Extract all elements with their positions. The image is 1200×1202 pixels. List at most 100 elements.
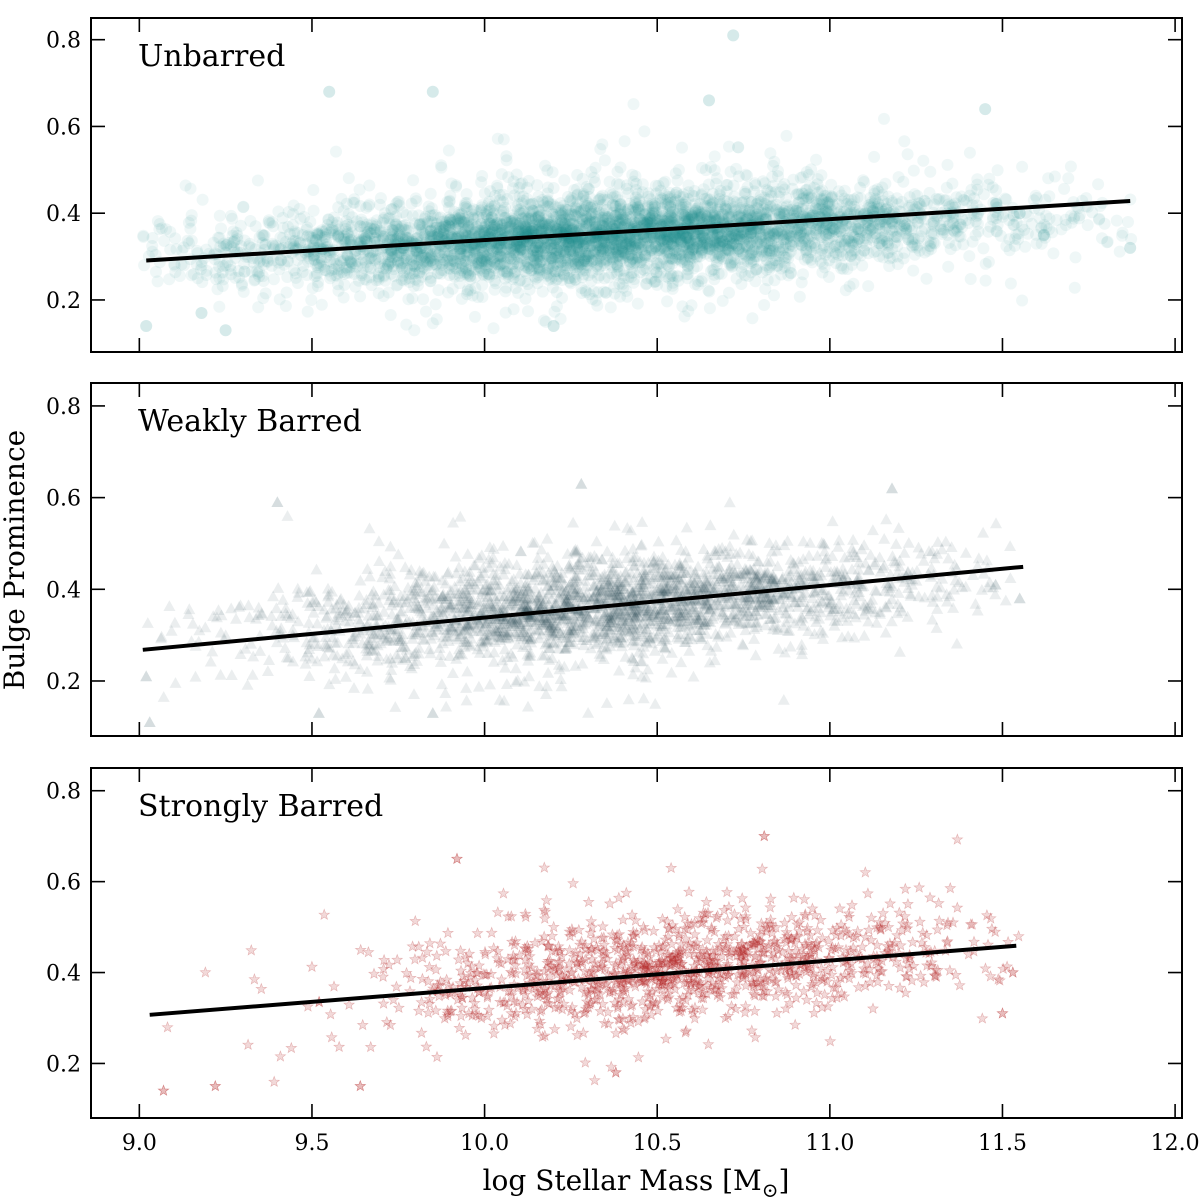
data-point [527, 225, 540, 238]
data-point [385, 203, 398, 216]
data-point [488, 255, 501, 268]
data-point [282, 255, 294, 268]
data-point [620, 284, 633, 297]
data-point [442, 144, 455, 157]
data-point [453, 249, 466, 262]
data-point [226, 229, 239, 242]
data-point [431, 211, 444, 224]
data-point [668, 211, 681, 224]
data-point [875, 232, 888, 244]
data-point [580, 180, 593, 193]
data-point [579, 209, 592, 222]
data-point [823, 198, 836, 211]
data-point [638, 125, 651, 138]
data-point [606, 261, 619, 274]
data-point [488, 274, 501, 287]
data-point [168, 258, 181, 271]
data-point [803, 180, 816, 193]
data-point [607, 238, 620, 251]
data-point [815, 208, 828, 221]
data-point [618, 269, 630, 282]
data-point [360, 201, 373, 214]
data-point [873, 237, 886, 250]
data-point [344, 256, 357, 268]
data-point [443, 195, 456, 208]
data-point [638, 208, 651, 221]
data-point [531, 250, 544, 262]
data-point [235, 279, 248, 292]
data-point [412, 231, 425, 244]
data-point [843, 280, 856, 293]
data-point [826, 221, 839, 234]
data-point [224, 263, 237, 276]
data-point [619, 235, 632, 248]
data-point [957, 238, 970, 251]
data-point [425, 225, 437, 238]
data-point [640, 236, 653, 249]
panel-label: Unbarred [138, 39, 285, 74]
data-point [426, 85, 439, 98]
data-point [963, 189, 976, 202]
data-point [591, 258, 604, 271]
data-point [990, 184, 1002, 197]
data-point [528, 254, 541, 267]
data-point [179, 179, 192, 192]
data-point [442, 211, 455, 224]
data-point [597, 242, 610, 254]
data-point [549, 237, 562, 249]
data-point [228, 241, 240, 254]
data-point [257, 292, 270, 305]
data-point [655, 245, 668, 257]
data-point [674, 216, 687, 229]
data-point [445, 228, 458, 241]
data-point [633, 193, 646, 206]
data-point [259, 287, 272, 300]
data-point [908, 248, 921, 261]
data-point [601, 193, 614, 206]
data-point [460, 188, 473, 201]
data-point [859, 217, 872, 230]
data-point [749, 225, 762, 238]
data-point [732, 210, 745, 223]
data-point [1042, 172, 1055, 185]
data-point [876, 181, 889, 194]
data-point [425, 215, 438, 228]
data-point [759, 211, 772, 224]
data-point [886, 251, 899, 264]
data-point [531, 250, 544, 263]
data-point [547, 182, 560, 194]
data-point [477, 268, 490, 281]
data-point [444, 189, 457, 202]
data-point [798, 232, 811, 245]
data-point [224, 259, 237, 272]
data-point [251, 265, 263, 277]
data-point [349, 257, 362, 270]
data-point [726, 245, 739, 258]
data-point [518, 255, 531, 268]
data-point [473, 252, 486, 265]
data-point [511, 224, 524, 237]
data-point [737, 248, 750, 261]
data-point [579, 201, 592, 214]
data-point [445, 217, 458, 229]
data-point [893, 225, 906, 238]
data-point [571, 236, 584, 249]
data-point [354, 290, 367, 303]
data-point [348, 267, 361, 280]
data-point [765, 247, 778, 260]
data-point [508, 271, 521, 284]
data-point [437, 246, 450, 259]
data-point [833, 241, 846, 254]
data-point [577, 188, 590, 201]
data-point [430, 313, 443, 326]
data-point [845, 218, 858, 231]
data-point [578, 253, 591, 266]
data-point [1055, 223, 1068, 236]
data-point [820, 205, 833, 218]
data-point [699, 164, 712, 177]
data-point [506, 262, 519, 275]
data-point [736, 241, 749, 254]
data-point [682, 237, 694, 250]
data-point [554, 197, 567, 210]
data-point [641, 215, 654, 228]
